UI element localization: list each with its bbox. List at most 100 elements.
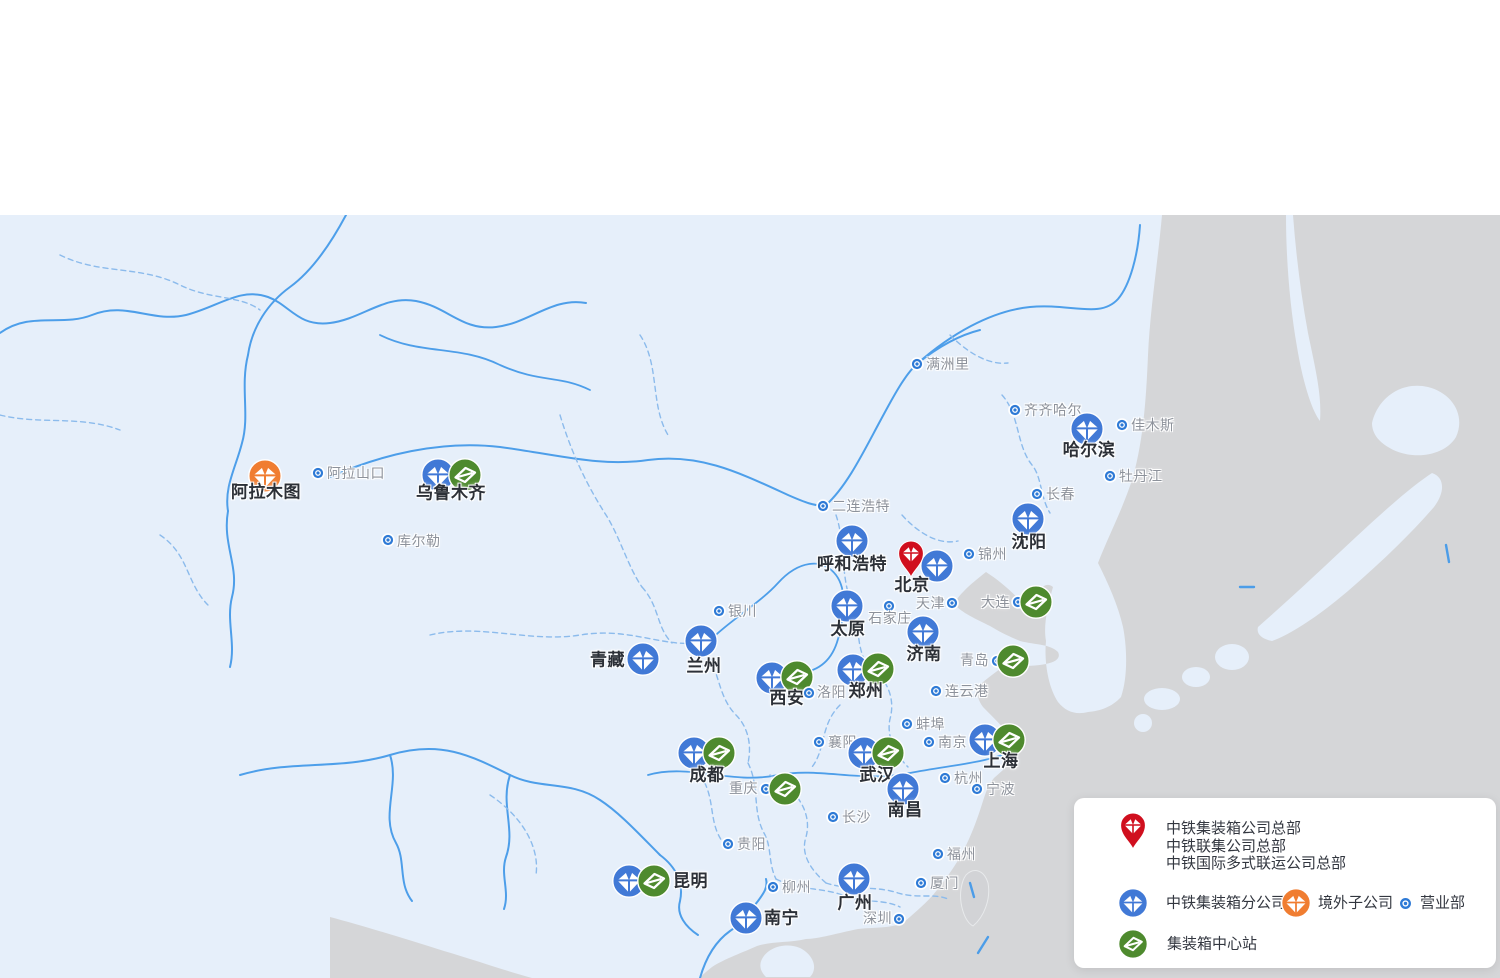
office-dot-icon[interactable]: [931, 847, 945, 861]
station-icon[interactable]: [992, 723, 1026, 757]
city-label: 哈尔滨: [1062, 440, 1116, 460]
branch-icon[interactable]: [920, 549, 954, 583]
station-icon[interactable]: [871, 736, 905, 770]
city-label: 深圳: [863, 910, 892, 926]
office-dot-icon[interactable]: [816, 499, 830, 513]
station-icon[interactable]: [861, 652, 895, 686]
city-label: 南京: [938, 734, 967, 750]
branch-icon[interactable]: [612, 864, 646, 898]
office-dot-icon[interactable]: [1115, 418, 1129, 432]
branch-icon[interactable]: [886, 772, 920, 806]
branch-icon[interactable]: [677, 736, 711, 770]
station-icon[interactable]: [448, 458, 482, 492]
office-dot-icon[interactable]: [826, 810, 840, 824]
island-hainan: [760, 945, 815, 977]
city-label: 库尔勒: [397, 533, 441, 549]
legend-hq-line3: 中铁国际多式联运公司总部: [1166, 855, 1347, 872]
branch-icon[interactable]: [906, 615, 940, 649]
branch-icon[interactable]: [729, 901, 763, 935]
legend-hq-line2: 中铁联集公司总部: [1166, 837, 1287, 855]
office-dot-icon[interactable]: [1030, 487, 1044, 501]
city-label: 长沙: [842, 809, 871, 825]
city-label: 重庆: [729, 780, 758, 796]
office-dot-icon[interactable]: [712, 604, 726, 618]
city-label: 兰州: [686, 656, 722, 676]
office-dot-icon[interactable]: [938, 771, 952, 785]
city-label: 二连浩特: [832, 498, 890, 514]
legend-overseas-label: 境外子公司: [1318, 894, 1394, 912]
city-label: 石家庄: [868, 610, 912, 626]
branch-icon[interactable]: [968, 723, 1002, 757]
city-label: 厦门: [930, 875, 959, 891]
branch-icon: [1118, 888, 1148, 918]
office-dot-icon[interactable]: [910, 357, 924, 371]
city-label: 阿拉木图: [231, 482, 301, 502]
overseas-icon[interactable]: [248, 459, 282, 493]
city-label: 连云港: [945, 683, 989, 699]
station-icon[interactable]: [637, 864, 671, 898]
office-dot-icon[interactable]: [1008, 403, 1022, 417]
city-label: 广州: [837, 893, 873, 913]
city-label: 呼和浩特: [817, 554, 887, 574]
branch-icon[interactable]: [835, 524, 869, 558]
branch-icon[interactable]: [1011, 502, 1045, 536]
city-label: 青岛: [960, 652, 989, 668]
city-label: 齐齐哈尔: [1024, 402, 1082, 418]
office-dot-icon[interactable]: [945, 596, 959, 610]
city-label: 贵阳: [737, 836, 766, 852]
office-dot-icon[interactable]: [900, 717, 914, 731]
office-dot-icon[interactable]: [802, 686, 816, 700]
station-icon[interactable]: [996, 644, 1030, 678]
legend-hq-labels: 中铁集装箱公司总部 中铁联集公司总部 中铁国际多式联运公司总部: [1166, 820, 1346, 873]
map-basemap: [0, 215, 1500, 978]
city-label: 柳州: [782, 879, 811, 895]
office-dot-icon[interactable]: [721, 837, 735, 851]
station-icon[interactable]: [780, 660, 814, 694]
city-label: 长春: [1046, 486, 1075, 502]
office-dot-icon[interactable]: [311, 466, 325, 480]
branch-icon[interactable]: [847, 736, 881, 770]
office-dot-icon[interactable]: [1103, 469, 1117, 483]
city-label: 乌鲁木齐: [416, 483, 486, 503]
city-label: 成都: [689, 765, 725, 785]
station-icon[interactable]: [768, 772, 802, 806]
city-label: 锦州: [978, 546, 1007, 562]
office-dot-icon[interactable]: [812, 735, 826, 749]
legend-hq-line1: 中铁集装箱公司总部: [1166, 820, 1302, 837]
city-label: 宁波: [986, 781, 1015, 797]
legend-office-label: 营业部: [1420, 894, 1466, 912]
hq-pin-icon[interactable]: [896, 540, 926, 580]
office-dot-icon[interactable]: [892, 912, 906, 926]
office-dot-icon[interactable]: [929, 684, 943, 698]
branch-icon[interactable]: [836, 653, 870, 687]
city-label: 天津: [916, 595, 945, 611]
office-dot-icon[interactable]: [882, 599, 896, 613]
city-label: 青藏: [590, 650, 625, 670]
branch-icon[interactable]: [837, 862, 871, 896]
map-ocean-east: [700, 215, 1500, 978]
city-label: 武汉: [859, 765, 895, 785]
legend-branch-label: 中铁集装箱分公司: [1166, 894, 1287, 912]
branch-icon[interactable]: [626, 642, 660, 676]
island-taiwan: [960, 870, 990, 927]
branch-icon[interactable]: [830, 589, 864, 623]
office-dot-icon[interactable]: [914, 876, 928, 890]
office-dot-icon[interactable]: [766, 880, 780, 894]
map-ocean-southwest: [330, 917, 532, 978]
office-dot-icon[interactable]: [922, 735, 936, 749]
office-dot-icon[interactable]: [381, 533, 395, 547]
branch-icon[interactable]: [1070, 412, 1104, 446]
branch-icon[interactable]: [755, 661, 789, 695]
station-icon[interactable]: [1019, 585, 1053, 619]
city-label: 昆明: [673, 871, 708, 891]
station-icon[interactable]: [702, 736, 736, 770]
branch-icon[interactable]: [421, 458, 455, 492]
office-dot-icon[interactable]: [962, 547, 976, 561]
branch-icon[interactable]: [684, 624, 718, 658]
city-label: 洛阳: [817, 684, 846, 700]
city-label: 沈阳: [1011, 532, 1047, 552]
legend-panel: 中铁集装箱公司总部 中铁联集公司总部 中铁国际多式联运公司总部 中铁集装箱分公司…: [1074, 798, 1496, 968]
hq-pin-icon: [1118, 812, 1148, 852]
office-dot-icon[interactable]: [970, 782, 984, 796]
